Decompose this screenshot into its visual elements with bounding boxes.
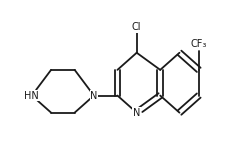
Text: CF₃: CF₃	[191, 39, 207, 49]
Text: N: N	[133, 108, 140, 118]
Text: Cl: Cl	[132, 22, 141, 32]
Text: N: N	[90, 91, 98, 101]
Text: HN: HN	[24, 91, 39, 101]
